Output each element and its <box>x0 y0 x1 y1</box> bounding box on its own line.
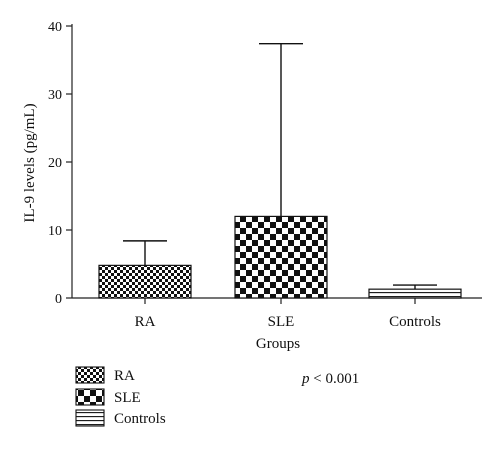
legend-swatch-controls <box>75 409 105 427</box>
p-value-annotation: p < 0.001 <box>301 371 359 387</box>
y-tick-label: 30 <box>48 88 62 103</box>
x-tick-label: RA <box>135 314 156 330</box>
legend-swatch-ra <box>75 366 105 384</box>
legend: RA SLE Controls <box>75 366 166 427</box>
p-value-text: < 0.001 <box>310 371 360 387</box>
error-bars <box>123 42 437 290</box>
x-tick-label: SLE <box>268 314 295 330</box>
p-symbol: p <box>301 371 310 387</box>
y-tick-label: 40 <box>48 20 62 35</box>
x-tick-labels: RA SLE Controls <box>135 314 441 330</box>
y-tick-label: 0 <box>55 292 62 307</box>
y-tick-label: 10 <box>48 224 62 239</box>
legend-swatch-sle <box>75 388 105 406</box>
y-tick-labels: 0 10 20 30 40 <box>48 20 62 307</box>
legend-label-controls: Controls <box>114 411 166 427</box>
x-tick-label: Controls <box>389 314 441 330</box>
x-axis-title: Groups <box>256 336 300 352</box>
bar-sle <box>234 215 328 299</box>
bar-controls <box>368 288 462 299</box>
legend-label-sle: SLE <box>114 390 141 406</box>
bar-ra <box>98 264 192 299</box>
legend-label-ra: RA <box>114 368 135 384</box>
y-tick-label: 20 <box>48 156 62 171</box>
y-axis-title: IL-9 levels (pg/mL) <box>22 103 38 222</box>
